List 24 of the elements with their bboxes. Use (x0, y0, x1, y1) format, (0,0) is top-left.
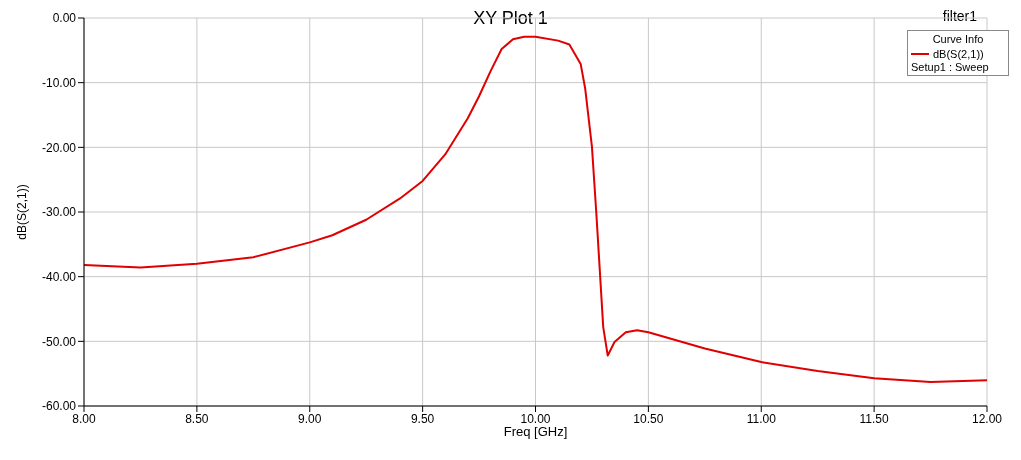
x-tick-label: 8.00 (72, 411, 96, 426)
x-tick-label: 10.00 (520, 411, 551, 426)
annotation: filter1 (942, 8, 977, 24)
x-tick-label: 8.50 (185, 411, 209, 426)
chart-title: XY Plot 1 (473, 8, 548, 28)
x-tick-label: 11.00 (746, 411, 777, 426)
x-tick-label: 12.00 (971, 411, 1003, 426)
x-tick-label: 9.00 (298, 411, 322, 426)
x-tick-label: 11.50 (859, 411, 890, 426)
y-axis-title: dB(S(2,1)) (15, 184, 30, 240)
y-tick-label: -60.00 (41, 399, 77, 414)
legend-label: dB(S(2,1)) (933, 48, 984, 60)
x-axis-title: Freq [GHz] (503, 424, 568, 439)
x-tick-label: 10.50 (633, 411, 664, 426)
y-tick-label: -40.00 (41, 269, 77, 284)
y-tick-label: 0.00 (52, 11, 77, 26)
y-tick-label: -50.00 (41, 334, 77, 349)
y-tick-label: -20.00 (41, 140, 77, 155)
line-series (84, 35, 987, 384)
y-tick-label: -30.00 (41, 205, 77, 220)
legend-title: Curve Info (931, 32, 985, 47)
x-tick-label: 9.50 (410, 411, 435, 426)
annotation: Setup1 : Sweep (910, 61, 990, 75)
y-tick-label: -10.00 (41, 75, 77, 90)
